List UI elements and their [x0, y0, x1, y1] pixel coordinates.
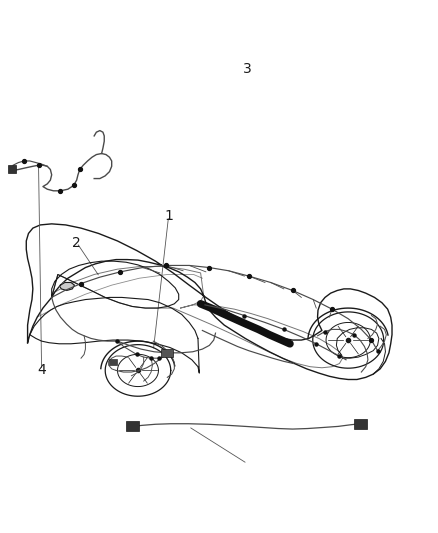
- Text: 3: 3: [243, 62, 252, 76]
- Polygon shape: [26, 224, 392, 379]
- Text: 1: 1: [164, 209, 173, 223]
- FancyBboxPatch shape: [109, 359, 117, 366]
- FancyBboxPatch shape: [126, 422, 139, 431]
- FancyBboxPatch shape: [161, 349, 173, 357]
- Text: 2: 2: [72, 236, 81, 249]
- Text: 4: 4: [37, 364, 46, 377]
- Polygon shape: [60, 282, 74, 290]
- FancyBboxPatch shape: [354, 419, 367, 429]
- FancyBboxPatch shape: [8, 165, 16, 174]
